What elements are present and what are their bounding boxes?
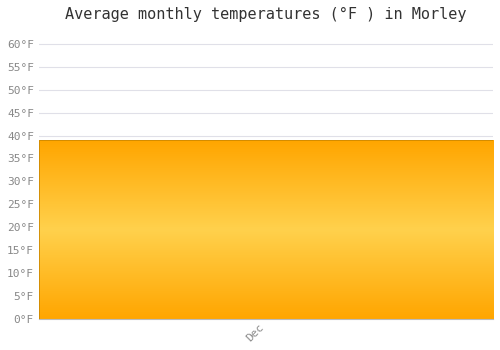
Title: Average monthly temperatures (°F ) in Morley: Average monthly temperatures (°F ) in Mo… bbox=[65, 7, 466, 22]
Bar bbox=[39, 140, 493, 319]
Bar bbox=[39, 140, 493, 319]
